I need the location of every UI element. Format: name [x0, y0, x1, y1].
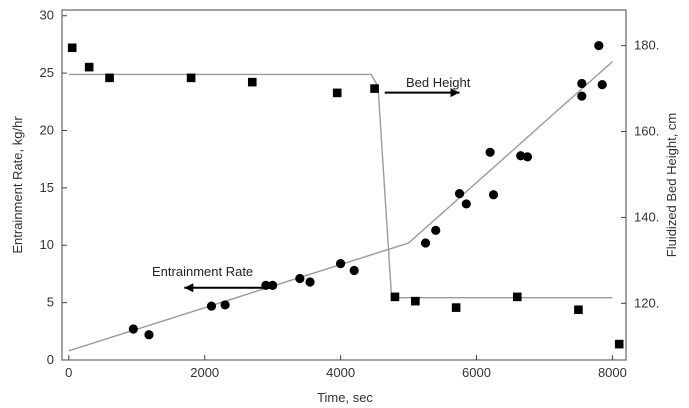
y2-tick-label: 140.	[634, 209, 659, 224]
x-tick-label: 8000	[598, 365, 627, 380]
tick-layer: 0 2000 4000 6000 8000 0 5 10 15 20 25 30 120. 140. 160…	[40, 8, 660, 380]
bed-height-point	[370, 84, 379, 93]
annotation-arrow-layer	[184, 88, 460, 293]
bed-height-point	[332, 88, 342, 98]
bed-height-point	[84, 62, 94, 72]
entrainment-rate-point	[349, 265, 359, 276]
bed-height-point	[67, 43, 77, 53]
bed-height-point	[186, 73, 196, 83]
entrainment-rate-point	[485, 147, 495, 157]
x-tick-label: 0	[65, 365, 72, 380]
bed-height-point	[390, 292, 400, 302]
arrow-head	[450, 88, 460, 98]
bed-height-point	[247, 77, 257, 87]
y-tick-label: 20	[40, 122, 54, 137]
entrainment-rate-point	[420, 238, 431, 248]
fit-line-layer	[68, 61, 613, 352]
bed-height-point	[614, 339, 624, 349]
bed-height-point	[105, 73, 114, 83]
entrainment-rate-point	[128, 324, 138, 334]
entrainment-rate-point	[488, 190, 499, 200]
bed-height-point	[574, 305, 583, 315]
bed-height-point	[411, 296, 420, 306]
entrainment-rate-point	[305, 277, 315, 287]
entrainment-rate-point	[220, 300, 230, 310]
entrainment-fit-line	[68, 61, 613, 352]
y-tick-label: 0	[47, 352, 54, 367]
entrainment-rate-point	[594, 40, 604, 51]
y-tick-label: 5	[47, 295, 54, 310]
entrainment-rate-point	[454, 189, 465, 199]
y2-tick-label: 120.	[634, 295, 659, 310]
annotation-bed-height: Bed Height	[406, 75, 471, 90]
y2-tick-label: 160.	[634, 124, 659, 139]
entrainment-rate-point	[261, 280, 271, 291]
y-tick-label: 30	[40, 8, 54, 23]
y-axis-title: Entrainment Rate, kg/hr	[10, 116, 25, 254]
x-tick-label: 4000	[326, 365, 355, 380]
entrainment-rate-point	[336, 259, 346, 269]
entrainment-rate-point	[577, 91, 587, 101]
entrainment-rate-point	[522, 152, 533, 162]
entrainment-rate-point	[461, 199, 471, 209]
arrow-head	[184, 283, 194, 293]
y2-axis-title: Fluidized Bed Height, cm	[664, 113, 679, 258]
annotation-entrainment-rate: Entrainment Rate	[152, 264, 253, 279]
entrainment-rate-point	[597, 79, 607, 90]
y-tick-label: 25	[40, 65, 54, 80]
entrainment-rate-point	[516, 151, 526, 161]
entrainment-rate-point	[206, 301, 217, 311]
entrainment-rate-point	[295, 273, 305, 284]
y-tick-label: 15	[40, 180, 54, 195]
entrainment-rate-point	[577, 78, 587, 89]
plot-frame	[61, 9, 627, 361]
x-tick-label: 6000	[462, 365, 491, 380]
entrainment-rate-point	[268, 280, 278, 291]
x-axis-title: Time, sec	[317, 390, 373, 405]
marker-layer	[67, 40, 624, 349]
entrainment-rate-point	[144, 330, 154, 340]
y-tick-label: 10	[40, 237, 54, 252]
y2-tick-label: 180.	[634, 38, 659, 53]
bed-height-point	[451, 303, 461, 312]
entrainment-rate-point	[431, 225, 441, 235]
x-tick-label: 2000	[190, 365, 219, 380]
bed-height-point	[512, 292, 522, 302]
